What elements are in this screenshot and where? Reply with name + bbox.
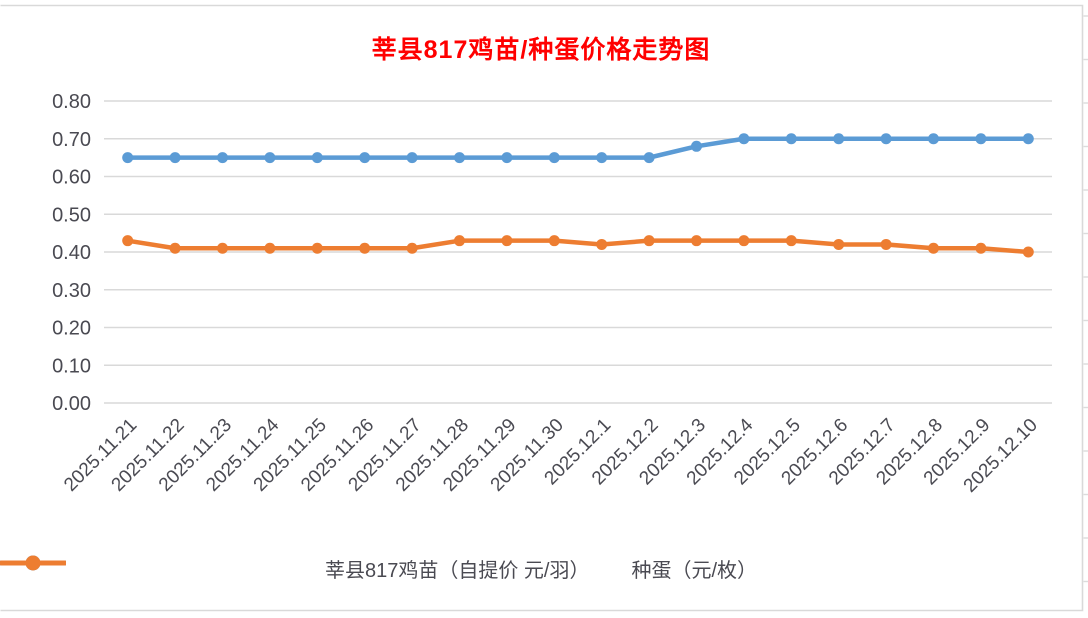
y-axis-tick-label: 0.30 [52, 280, 91, 302]
data-point-marker [785, 235, 797, 247]
data-point-marker [454, 152, 465, 164]
data-point-marker [928, 242, 939, 254]
data-point-marker [833, 133, 845, 145]
data-point-marker [169, 152, 181, 164]
data-point-marker [738, 235, 750, 247]
y-axis-tick-label: 0.80 [52, 91, 91, 113]
data-point-marker [975, 242, 987, 254]
data-point-marker [833, 238, 845, 250]
data-point-marker [1022, 246, 1034, 258]
data-point-marker [359, 152, 371, 164]
data-point-marker [359, 242, 371, 254]
y-axis-tick-label: 0.60 [52, 167, 91, 189]
data-point-marker [785, 133, 797, 145]
series-line-1 [125, 238, 1031, 255]
data-point-marker [311, 242, 323, 254]
legend-marker-icon [0, 555, 66, 571]
data-point-marker [264, 242, 276, 254]
data-point-marker [880, 238, 892, 250]
series-line-0 [125, 136, 1031, 160]
y-axis-tick-label: 0.40 [52, 242, 91, 264]
y-axis-tick-label: 0.20 [52, 318, 91, 340]
data-point-marker [264, 152, 276, 164]
data-point-marker [548, 235, 560, 247]
data-point-marker [548, 152, 560, 164]
data-point-marker [596, 152, 608, 164]
data-point-marker [406, 242, 418, 254]
legend-label: 莘县817鸡苗（自提价 元/羽） [324, 560, 590, 582]
data-point-marker [501, 235, 513, 247]
y-axis-tick-label: 0.10 [52, 355, 91, 377]
data-point-marker [691, 140, 702, 152]
data-point-marker [880, 133, 892, 145]
data-point-marker [217, 242, 228, 254]
data-point-marker [691, 235, 702, 247]
legend-label: 种蛋（元/枚） [631, 560, 758, 582]
data-point-marker [406, 152, 418, 164]
legend-item-0: 莘县817鸡苗（自提价 元/羽） [0, 554, 590, 583]
chart-border [0, 4, 1084, 612]
y-axis-tick-label: 0.00 [52, 393, 91, 415]
y-axis-tick-label: 0.50 [52, 204, 91, 226]
data-point-marker [217, 152, 228, 164]
data-point-marker [643, 235, 655, 247]
data-point-marker [738, 133, 750, 145]
chart-legend: 莘县817鸡苗（自提价 元/羽） 种蛋（元/枚） [0, 554, 1082, 583]
data-point-marker [122, 235, 134, 247]
data-point-marker [643, 152, 655, 164]
data-point-marker [311, 152, 323, 164]
data-point-marker [454, 235, 465, 247]
data-point-marker [975, 133, 987, 145]
data-point-marker [169, 242, 181, 254]
data-point-marker [501, 152, 513, 164]
data-point-marker [1022, 133, 1034, 145]
chart-title: 莘县817鸡苗/种蛋价格走势图 [371, 36, 711, 64]
y-axis-tick-label: 0.70 [52, 129, 91, 151]
data-point-marker [596, 238, 608, 250]
legend-item-1: 种蛋（元/枚） [0, 554, 758, 583]
data-point-marker [928, 133, 939, 145]
data-point-marker [122, 152, 134, 164]
